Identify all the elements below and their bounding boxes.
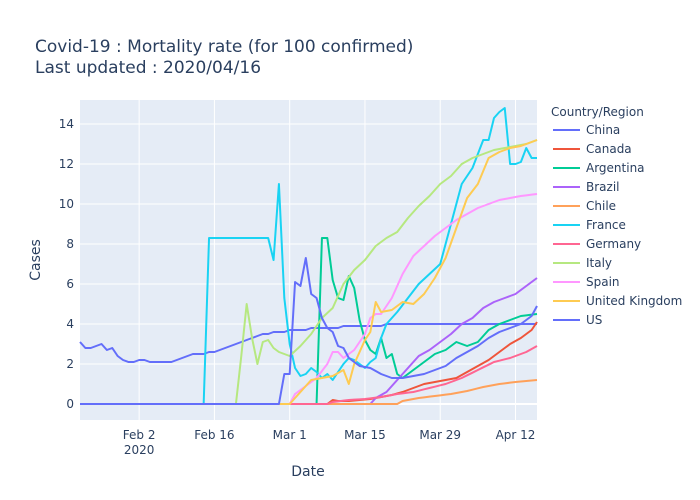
legend-item-united-kingdom[interactable]: United Kingdom [553, 294, 682, 308]
x-tick-label: Feb 2 [123, 428, 156, 442]
y-tick-label: 6 [66, 277, 74, 291]
legend-label: Argentina [586, 161, 645, 175]
legend-item-chile[interactable]: Chile [553, 199, 616, 213]
x-tick-label: Feb 16 [194, 428, 234, 442]
series-layer [79, 107, 538, 405]
y-tick-label: 14 [59, 117, 74, 131]
x-tick-sublabel: 2020 [124, 443, 155, 457]
series-line-us [80, 257, 538, 405]
plot-area [80, 100, 537, 420]
y-tick-label: 4 [66, 317, 74, 331]
y-tick-label: 12 [59, 157, 74, 171]
legend-label: France [586, 218, 626, 232]
legend-item-france[interactable]: France [553, 218, 626, 232]
legend-label: Italy [586, 256, 612, 270]
legend-label: Canada [586, 142, 632, 156]
legend-item-china[interactable]: China [553, 123, 620, 137]
legend-title: Country/Region [551, 105, 644, 119]
legend-item-italy[interactable]: Italy [553, 256, 612, 270]
x-tick-label: Mar 1 [273, 428, 307, 442]
legend-item-brazil[interactable]: Brazil [553, 180, 620, 194]
y-tick-label: 0 [66, 397, 74, 411]
legend-label: Chile [586, 199, 616, 213]
y-tick-label: 8 [66, 237, 74, 251]
chart-title: Covid-19 : Mortality rate (for 100 confi… [35, 37, 413, 57]
x-axis-title: Date [291, 464, 324, 480]
legend-item-us[interactable]: US [553, 313, 602, 327]
legend-label: Brazil [586, 180, 620, 194]
x-tick-label: Apr 12 [496, 428, 536, 442]
y-tick-label: 2 [66, 357, 74, 371]
legend-item-germany[interactable]: Germany [553, 237, 641, 251]
x-tick-label: Mar 15 [344, 428, 386, 442]
legend-label: Spain [586, 275, 620, 289]
legend-item-spain[interactable]: Spain [553, 275, 620, 289]
x-tick-label: Mar 29 [419, 428, 461, 442]
legend-item-argentina[interactable]: Argentina [553, 161, 645, 175]
legend-label: United Kingdom [586, 294, 682, 308]
legend-label: China [586, 123, 620, 137]
y-axis-title: Cases [28, 239, 44, 281]
legend-label: Germany [586, 237, 641, 251]
legend[interactable]: Country/Region China Canada Argentina Brazi… [551, 105, 682, 327]
y-tick-label: 10 [59, 197, 74, 211]
legend-item-canada[interactable]: Canada [553, 142, 632, 156]
chart-subtitle: Last updated : 2020/04/16 [35, 58, 261, 78]
legend-label: US [586, 313, 602, 327]
